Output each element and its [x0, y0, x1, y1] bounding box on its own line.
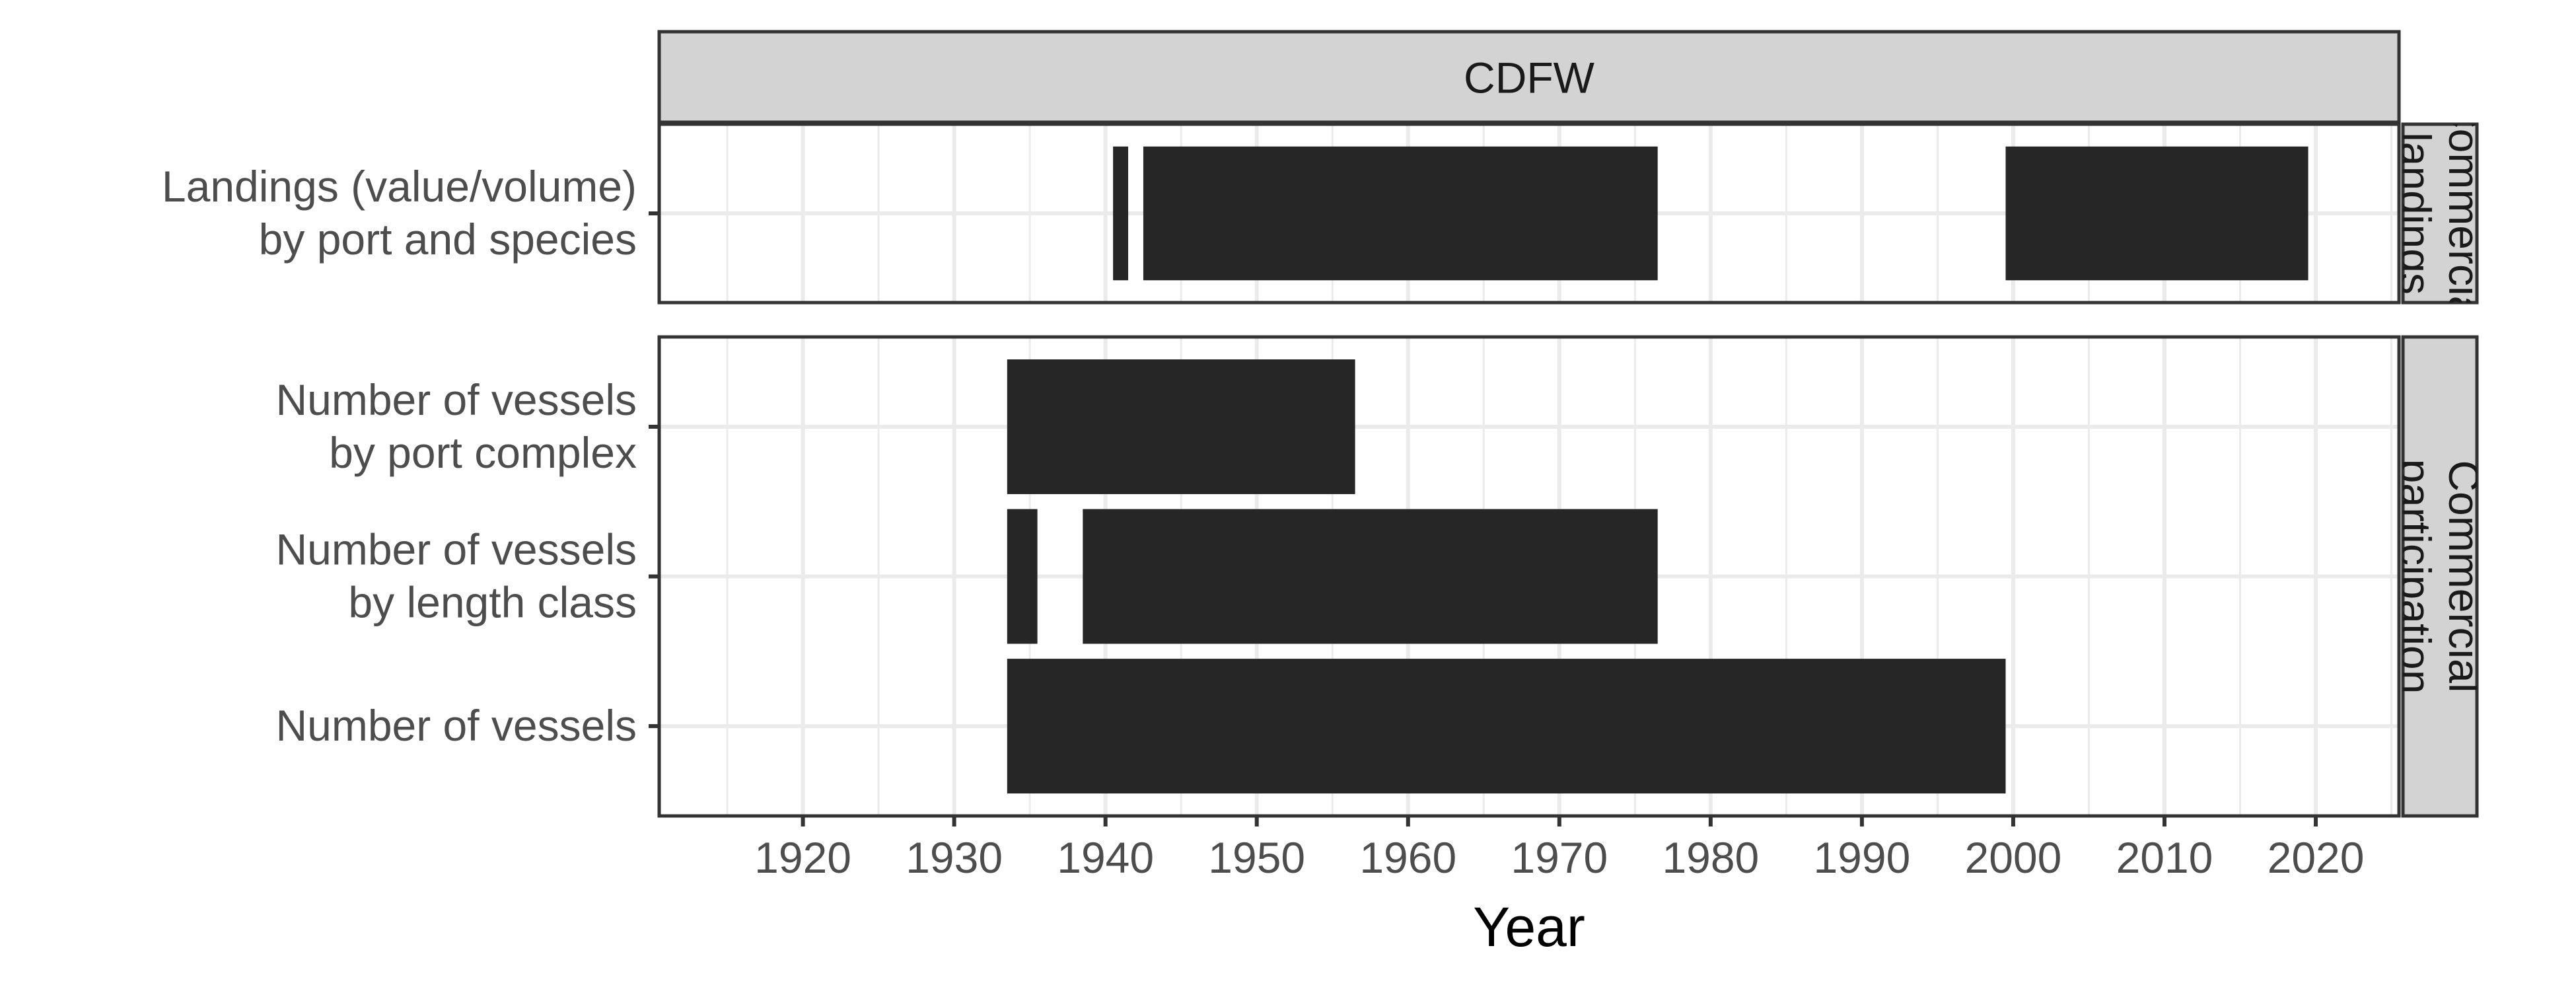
facet-strip-1 — [2401, 122, 2479, 305]
x-axis-title: Year — [1473, 896, 1585, 958]
data-bar — [1007, 509, 1038, 644]
data-bar — [1113, 146, 1129, 281]
x-tick-label: 1990 — [1813, 833, 1910, 882]
data-bar — [1007, 359, 1355, 494]
x-tick-label: 1980 — [1662, 833, 1759, 882]
x-tick-label: 1970 — [1511, 833, 1608, 882]
data-bar — [2005, 146, 2308, 281]
facet-strip-label: participation — [2391, 459, 2440, 694]
x-axis: 1920 1930 1940 1950 1960 1970 1980 1990 2000 2010… — [754, 816, 2364, 882]
y-tick-label: Number of vessels — [275, 525, 637, 574]
y-tick-label: Number of vessels — [275, 701, 637, 750]
y-tick-label: by port complex — [329, 428, 637, 477]
x-tick-label: 1960 — [1359, 833, 1456, 882]
data-bar — [1143, 146, 1658, 281]
data-bar — [1007, 659, 2006, 794]
facet-strip-label: Commercial — [2440, 97, 2489, 330]
x-tick-label: 2000 — [1965, 833, 2062, 882]
x-tick-label: 1940 — [1057, 833, 1154, 882]
facet-strip-label: Commercial — [2440, 460, 2489, 692]
x-tick-label: 2020 — [2268, 833, 2365, 882]
x-tick-label: 1920 — [754, 833, 851, 882]
y-axis: Landings (value/volume)by port and speci… — [162, 162, 659, 750]
y-tick-label: Number of vessels — [275, 375, 637, 424]
y-tick-label: by length class — [348, 578, 637, 627]
x-tick-label: 1950 — [1208, 833, 1305, 882]
facet-strip-label: landings — [2391, 132, 2440, 295]
column-strip — [657, 30, 2401, 124]
facet-strips: CDFWCommerciallandingsCommercialparticip… — [657, 30, 2489, 818]
column-strip-label: CDFW — [1464, 54, 1595, 102]
facet-strip-2 — [2401, 335, 2479, 818]
y-tick-label: by port and species — [259, 215, 637, 264]
x-tick-label: 2010 — [2116, 833, 2213, 882]
data-bars — [1007, 146, 2308, 794]
y-tick-label: Landings (value/volume) — [162, 162, 637, 211]
data-bar — [1083, 509, 1658, 644]
x-tick-label: 1930 — [906, 833, 1003, 882]
